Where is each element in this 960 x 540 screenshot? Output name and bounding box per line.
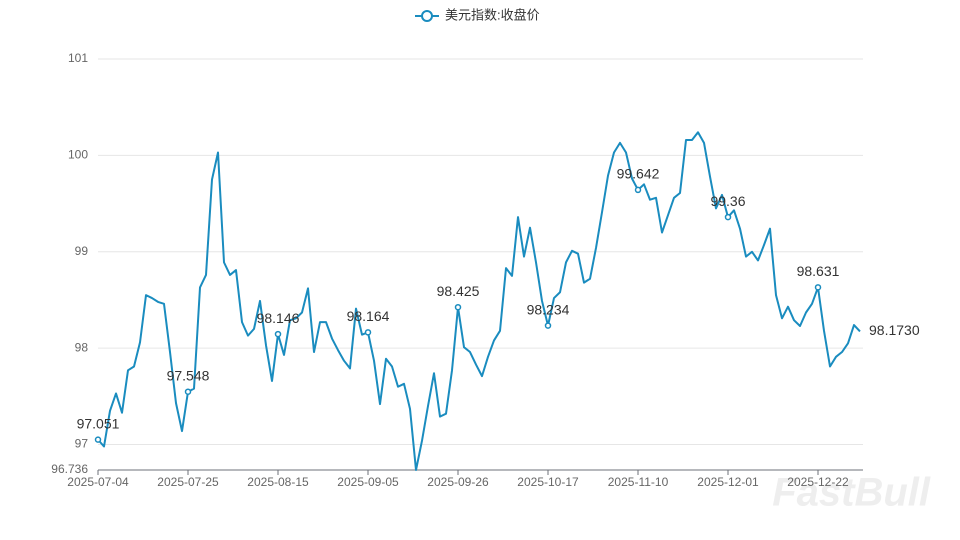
data-label: 98.425	[437, 283, 480, 299]
x-tick-label: 2025-07-04	[67, 475, 129, 489]
data-label: 98.234	[527, 301, 570, 317]
y-tick-label: 101	[68, 51, 88, 65]
y-tick-label: 97	[75, 437, 89, 451]
y-tick-label: 99	[75, 244, 89, 258]
y-tick-label: 100	[68, 148, 88, 162]
x-tick-label: 2025-10-17	[517, 475, 579, 489]
data-label: 99.36	[710, 193, 745, 209]
point	[274, 330, 282, 338]
x-tick-label: 2025-11-10	[608, 475, 669, 489]
legend-marker	[421, 10, 433, 22]
x-tick-label: 2025-08-15	[247, 475, 309, 489]
point	[454, 303, 462, 311]
x-tick-label: 2025-12-01	[697, 475, 759, 489]
data-label: 98.164	[347, 308, 390, 324]
point	[364, 329, 372, 336]
point	[814, 284, 822, 291]
data-label: 99.642	[617, 166, 660, 182]
data-label: 97.548	[167, 367, 210, 383]
point	[634, 186, 642, 194]
line	[97, 131, 861, 471]
x-tick-label: 2025-09-05	[337, 475, 399, 489]
x-tick-label: 2025-07-25	[157, 475, 219, 489]
x-tick-label: 2025-12-22	[787, 475, 849, 489]
x-tick-label: 2025-09-26	[427, 475, 489, 489]
data-label: 97.051	[77, 415, 120, 431]
point	[94, 436, 102, 443]
watermark: FastBull	[772, 471, 931, 515]
data-label: 98.146	[257, 310, 300, 326]
data-label: 98.631	[797, 263, 840, 279]
point	[544, 322, 552, 329]
legend-label[interactable]: 美元指数:收盘价	[445, 7, 540, 22]
y-tick-label: 98	[75, 340, 89, 354]
point	[724, 213, 732, 221]
data-label: 98.1730	[869, 322, 920, 338]
point	[184, 388, 192, 395]
y-tick-label: 96.736	[51, 462, 88, 476]
